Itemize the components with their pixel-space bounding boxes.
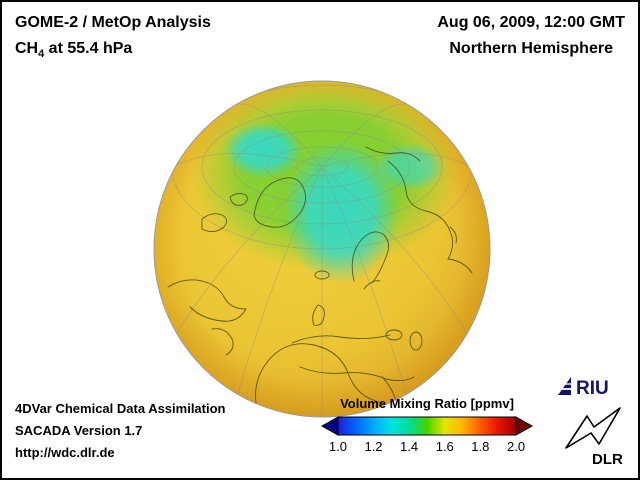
colorbar-right-arrow [515,416,534,436]
ch4-field [154,81,490,417]
coast-asia-islands [449,226,457,244]
dlr-wing-icon [565,407,621,449]
coast-hudson [211,328,234,356]
coast-arctic-islands [201,213,227,232]
coast-asia [387,160,473,274]
globe-map [152,79,492,419]
datetime-label: Aug 06, 2009, 12:00 GMT [437,14,625,31]
colorbar-gradient-bar [337,416,517,436]
url-label: http://wdc.dlr.de [15,445,115,460]
colorbar-tick: 1.2 [364,439,383,454]
colorbar-title: Volume Mixing Ratio [ppmv] [340,396,514,411]
dlr-logo-svg: DLR [565,407,623,468]
colorbar-block: Volume Mixing Ratio [ppmv] [320,396,534,454]
credits-block: 4DVar Chemical Data Assimilation SACADA … [15,398,226,464]
globe-svg [153,80,491,418]
coast-scandinavia [351,231,389,284]
colorbar-tick: 1.8 [471,439,490,454]
coast-british-isles [312,304,325,326]
species-subscript: 4 [38,48,45,61]
riu-sail-icon [558,377,571,395]
colorbar-tick: 1.4 [399,439,419,454]
coast-siberia [365,146,421,162]
coast-iceland [314,270,330,280]
colorbar-left-arrow [320,416,339,436]
coast-red-sea [381,376,397,402]
datetime-block: Aug 06, 2009, 12:00 GMT Northern Hemisph… [437,10,625,62]
colorbar [320,416,534,436]
coast-baltic [363,280,381,290]
species-level-label: CH4 at 55.4 hPa [15,40,133,61]
dlr-logo-text: DLR [592,451,623,468]
assimilation-label: 4DVar Chemical Data Assimilation [15,401,226,416]
coast-north-america [167,279,247,322]
coast-black-sea [385,329,403,341]
coast-greenland [253,177,306,228]
riu-logo-svg: RIU [558,377,609,399]
coast-caspian-sea [409,331,423,351]
graticule [171,84,473,417]
coast-africa [255,343,401,417]
riu-logo: RIU [554,374,628,403]
coast-arctic-islands2 [229,192,248,206]
coastlines [167,146,473,417]
analysis-title: GOME-2 / MetOp Analysis [15,14,211,31]
version-label: SACADA Version 1.7 [15,423,143,438]
dlr-logo: DLR [560,404,630,473]
colorbar-ticks: 1.0 1.2 1.4 1.6 1.8 2.0 [320,439,534,454]
colorbar-tick: 1.6 [435,439,454,454]
hemisphere-label: Northern Hemisphere [449,40,613,57]
globe-rim [153,80,491,418]
riu-logo-text: RIU [576,378,609,398]
colorbar-tick: 2.0 [506,439,526,454]
plot-title-block: GOME-2 / MetOp Analysis CH4 at 55.4 hPa [15,10,211,67]
coast-europe [291,334,391,344]
colorbar-tick: 1.0 [328,439,348,454]
coast-mediterranean [299,366,415,382]
